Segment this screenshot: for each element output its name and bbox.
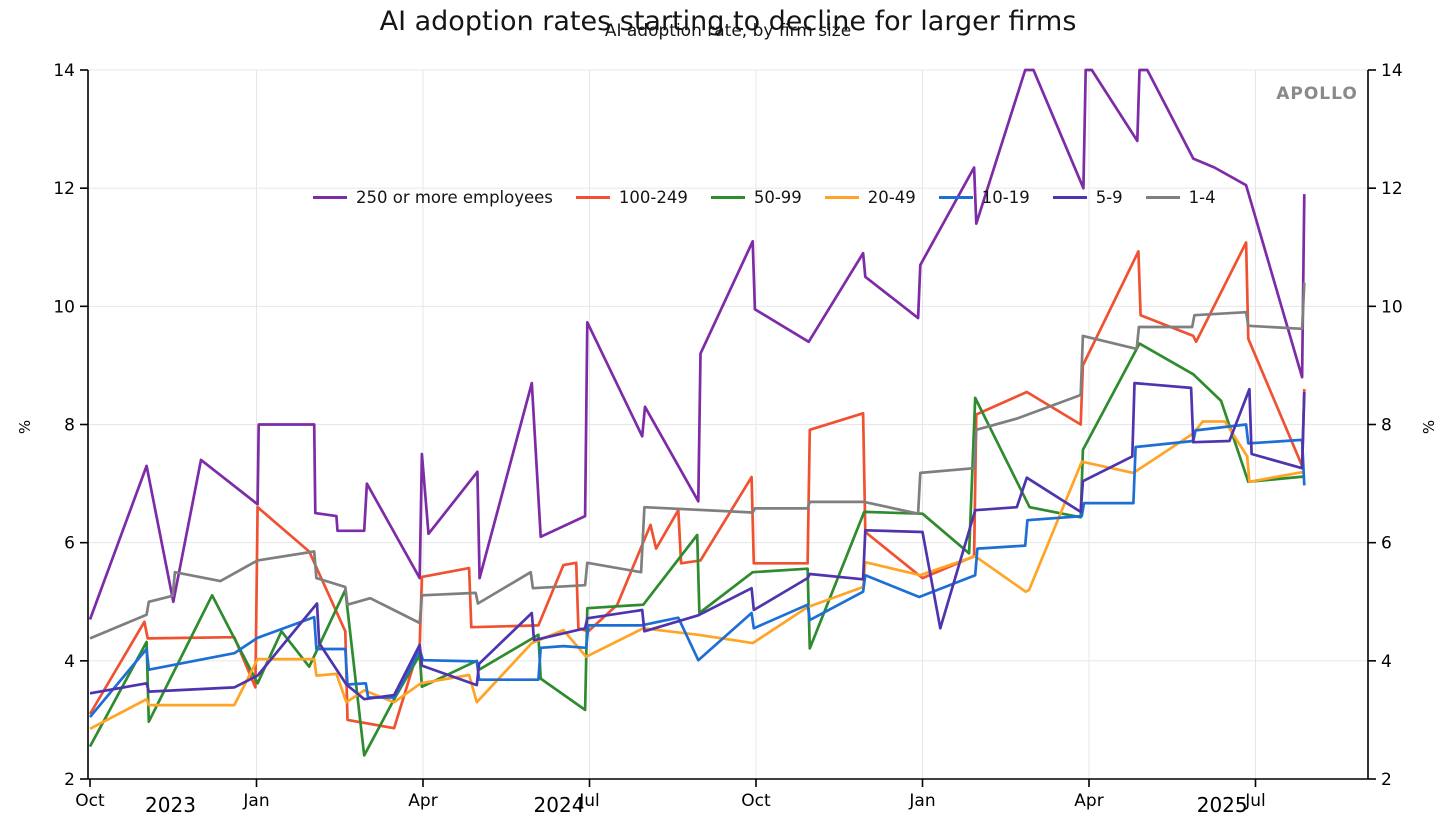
y-tick-label-left: 6 [64, 534, 75, 554]
legend-label: 10-19 [981, 188, 1030, 207]
x-tick-label-month: Oct [741, 791, 771, 811]
x-tick-label-month: Jul [578, 791, 600, 811]
legend-item-10-19: 10-19 [938, 188, 1030, 207]
y-tick-label-right: 12 [1381, 179, 1403, 199]
y-axis-label-right: % [1420, 419, 1439, 435]
x-tick-label-month: Apr [408, 791, 437, 811]
legend-label: 100-249 [618, 188, 688, 207]
series-line-5-9 [89, 381, 1306, 701]
x-tick-label-month: Oct [75, 791, 105, 811]
y-tick-label-right: 14 [1381, 61, 1403, 81]
y-tick-label-left: 4 [64, 652, 75, 672]
legend-item-250-or-more-employees: 250 or more employees [313, 188, 553, 207]
y-tick-label-left: 14 [53, 61, 75, 81]
series-line-250-or-more-employees [88, 68, 1306, 620]
apollo-logo: APOLLO [1276, 84, 1358, 104]
legend-label: 250 or more employees [356, 188, 553, 207]
y-tick-label-left: 2 [64, 770, 75, 790]
legend-item-100-249: 100-249 [575, 188, 688, 207]
legend: 250 or more employees 100-249 50-99 20-49 10… [313, 188, 1216, 207]
legend-label: 20-49 [867, 188, 916, 207]
y-axis-label-left: % [16, 419, 35, 435]
legend-swatch-icon [575, 196, 610, 199]
y-tick-label-right: 4 [1381, 652, 1392, 672]
y-tick-label-right: 10 [1381, 297, 1403, 317]
x-tick-label-year: 2024 [534, 793, 585, 817]
legend-item-50-99: 50-99 [710, 188, 802, 207]
x-tick-label-month: Jan [242, 791, 269, 811]
x-tick-label-year: 2025 [1197, 793, 1248, 817]
legend-swatch-icon [1052, 196, 1087, 199]
legend-label: 1-4 [1188, 188, 1216, 207]
legend-swatch-icon [710, 196, 745, 199]
page-headline: AI adoption rates starting to decline fo… [379, 6, 1077, 37]
legend-swatch-icon [313, 196, 347, 199]
y-tick-label-right: 8 [1381, 416, 1392, 436]
x-tick-label-month: Jan [908, 791, 935, 811]
x-tick-label-month: Apr [1074, 791, 1103, 811]
legend-item-20-49: 20-49 [824, 188, 916, 207]
y-tick-label-left: 10 [53, 297, 75, 317]
legend-swatch-icon [1145, 196, 1180, 199]
x-tick-label-month: Jul [1244, 791, 1266, 811]
legend-swatch-icon [938, 196, 973, 199]
legend-swatch-icon [824, 196, 859, 199]
legend-item-1-4: 1-4 [1145, 188, 1216, 207]
y-tick-label-right: 2 [1381, 770, 1392, 790]
y-tick-label-left: 12 [53, 179, 75, 199]
legend-label: 5-9 [1095, 188, 1123, 207]
y-tick-label-left: 8 [64, 416, 75, 436]
series-line-1-4 [89, 282, 1306, 640]
x-tick-label-year: 2023 [145, 793, 196, 817]
legend-label: 50-99 [753, 188, 802, 207]
series-line-50-99 [88, 342, 1305, 757]
series-line-10-19 [88, 423, 1306, 718]
legend-item-5-9: 5-9 [1052, 188, 1123, 207]
chart-title: AI adoption rate, by firm size [604, 21, 852, 41]
y-tick-label-right: 6 [1381, 534, 1392, 554]
